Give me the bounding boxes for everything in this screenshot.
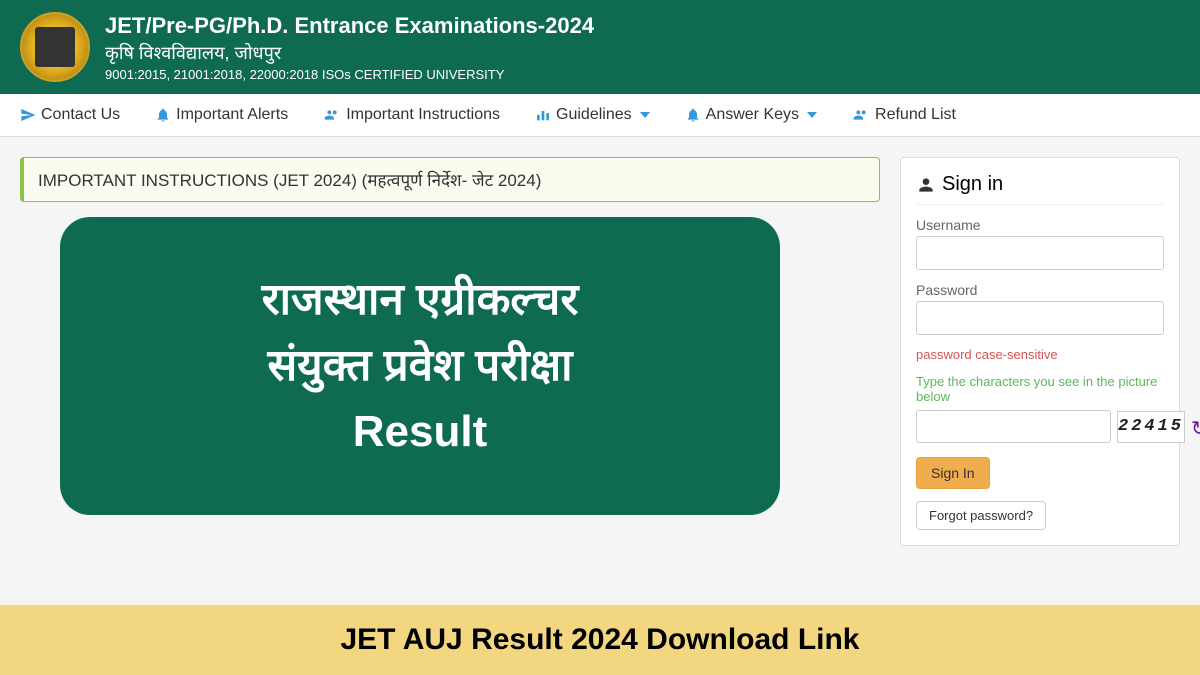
bars-icon — [535, 107, 551, 123]
chevron-down-icon — [807, 112, 817, 118]
left-column: IMPORTANT INSTRUCTIONS (JET 2024) (महत्व… — [20, 157, 880, 546]
overlay-line-2: संयुक्त प्रवेश परीक्षा — [90, 333, 750, 399]
nav-label: Answer Keys — [706, 106, 799, 124]
signin-title: Sign in — [916, 173, 1164, 205]
username-group: Username — [916, 217, 1164, 270]
header-subtitle: कृषि विश्वविद्यालय, जोधपुर — [105, 41, 594, 65]
main-navbar: Contact Us Important Alerts Important In… — [0, 94, 1200, 137]
signin-title-text: Sign in — [942, 173, 1003, 196]
content-area: IMPORTANT INSTRUCTIONS (JET 2024) (महत्व… — [0, 137, 1200, 566]
username-label: Username — [916, 217, 1164, 233]
instructions-box[interactable]: IMPORTANT INSTRUCTIONS (JET 2024) (महत्व… — [20, 157, 880, 202]
result-overlay-card: राजस्थान एग्रीकल्चर संयुक्त प्रवेश परीक्… — [60, 217, 780, 515]
send-icon — [20, 107, 36, 123]
university-logo — [20, 12, 90, 82]
nav-label: Important Instructions — [346, 106, 500, 124]
nav-refund-list[interactable]: Refund List — [852, 106, 956, 124]
refresh-icon[interactable]: ↻ — [1191, 416, 1200, 438]
bell-icon — [155, 107, 171, 123]
nav-label: Contact Us — [41, 106, 120, 124]
site-header: JET/Pre-PG/Ph.D. Entrance Examinations-2… — [0, 0, 1200, 94]
nav-label: Guidelines — [556, 106, 632, 124]
footer-banner: JET AUJ Result 2024 Download Link — [0, 605, 1200, 675]
overlay-line-1: राजस्थान एग्रीकल्चर — [90, 267, 750, 333]
forgot-password-button[interactable]: Forgot password? — [916, 501, 1046, 530]
header-title: JET/Pre-PG/Ph.D. Entrance Examinations-2… — [105, 13, 594, 39]
nav-guidelines[interactable]: Guidelines — [535, 106, 650, 124]
captcha-row: 22415 ↻ — [916, 410, 1164, 443]
password-group: Password — [916, 282, 1164, 335]
nav-important-alerts[interactable]: Important Alerts — [155, 106, 288, 124]
password-label: Password — [916, 282, 1164, 298]
signin-button[interactable]: Sign In — [916, 457, 990, 489]
right-column: Sign in Username Password password case-… — [900, 157, 1180, 546]
nav-label: Important Alerts — [176, 106, 288, 124]
person-icon — [916, 175, 936, 195]
nav-contact-us[interactable]: Contact Us — [20, 106, 120, 124]
case-sensitive-note: password case-sensitive — [916, 347, 1164, 362]
overlay-text: राजस्थान एग्रीकल्चर संयुक्त प्रवेश परीक्… — [90, 267, 750, 465]
header-certification: 9001:2015, 21001:2018, 22000:2018 ISOs C… — [105, 67, 594, 82]
bell-icon — [685, 107, 701, 123]
signin-panel: Sign in Username Password password case-… — [900, 157, 1180, 546]
header-text-block: JET/Pre-PG/Ph.D. Entrance Examinations-2… — [105, 13, 594, 82]
username-input[interactable] — [916, 236, 1164, 270]
captcha-input[interactable] — [916, 410, 1111, 443]
chevron-down-icon — [640, 112, 650, 118]
captcha-image: 22415 — [1117, 411, 1185, 443]
nav-answer-keys[interactable]: Answer Keys — [685, 106, 817, 124]
overlay-line-3: Result — [90, 399, 750, 465]
nav-label: Refund List — [875, 106, 956, 124]
user-icon — [852, 107, 870, 123]
nav-important-instructions[interactable]: Important Instructions — [323, 106, 500, 124]
user-icon — [323, 107, 341, 123]
password-input[interactable] — [916, 301, 1164, 335]
captcha-label: Type the characters you see in the pictu… — [916, 374, 1164, 404]
